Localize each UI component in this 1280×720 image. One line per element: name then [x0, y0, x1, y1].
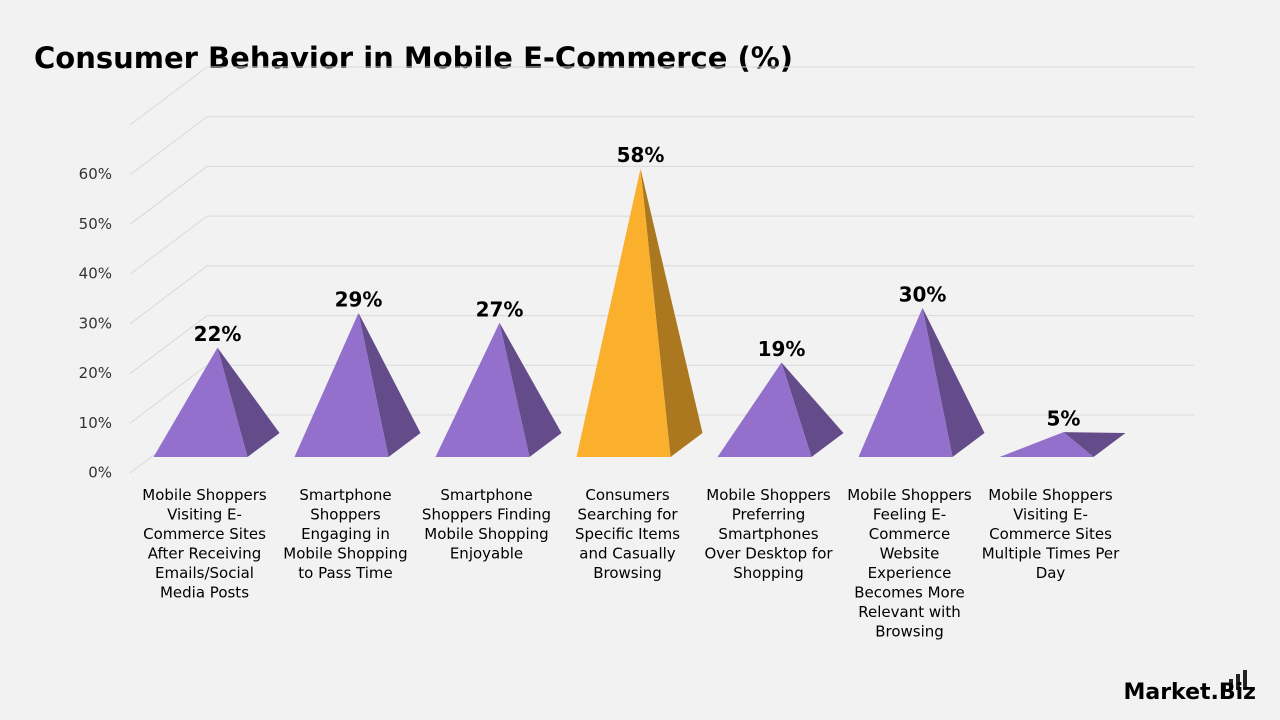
pyramid: [717, 362, 844, 457]
x-tick-label: Mobile Shoppers Visiting E-Commerce Sites…: [142, 486, 267, 602]
x-tick-label: Mobile Shoppers Preferring Smartphones Over…: [704, 486, 833, 582]
x-tick-label: Smartphone Shoppers Engaging in Mobile Shop…: [283, 486, 407, 582]
pyramid-side: [922, 307, 985, 457]
pyramid: [435, 322, 562, 457]
pyramid-front: [294, 312, 389, 457]
value-label: 19%: [758, 337, 806, 361]
grid-line: [129, 265, 1194, 325]
y-tick-label: 40%: [79, 265, 112, 283]
pyramid-side: [358, 312, 421, 457]
y-tick-label: 60%: [79, 165, 112, 183]
pyramid: [294, 312, 421, 457]
grid-line: [129, 116, 1194, 176]
grid-line: [129, 165, 1194, 225]
pyramid-side: [1063, 432, 1126, 457]
pyramid: [153, 347, 280, 457]
logo-icon: [1222, 670, 1247, 690]
value-label: 58%: [617, 143, 665, 167]
y-tick-label: 30%: [79, 314, 112, 332]
pyramid-front: [576, 168, 671, 457]
pyramid-side: [499, 322, 562, 457]
x-tick-label: Mobile Shoppers Feeling E-Commerce Website…: [847, 486, 972, 641]
grid-line: [129, 315, 1194, 374]
pyramid-side: [781, 362, 844, 457]
value-label: 5%: [1047, 407, 1081, 431]
y-tick-label: 10%: [79, 414, 112, 432]
pyramid-front: [435, 322, 530, 457]
logo: Market.Biz: [1123, 680, 1256, 705]
pyramid-front: [999, 432, 1094, 457]
y-tick-label: 0%: [88, 464, 112, 482]
pyramid-side: [217, 347, 280, 457]
pyramid: [576, 168, 703, 457]
y-tick-label: 20%: [79, 364, 112, 382]
pyramid-front: [153, 347, 248, 457]
y-tick-label: 50%: [79, 215, 112, 233]
pyramid: [858, 307, 985, 457]
x-tick-label: Smartphone Shoppers Finding Mobile Shoppin…: [422, 486, 551, 563]
x-tick-label: Consumers Searching for Specific Items and …: [575, 486, 680, 582]
value-label: 29%: [335, 287, 383, 311]
pyramid-side: [640, 168, 703, 457]
pyramid-front: [717, 362, 812, 457]
grid-line: [129, 66, 1194, 126]
value-label: 22%: [194, 322, 242, 346]
value-label: 30%: [899, 282, 947, 306]
value-label: 27%: [476, 297, 524, 321]
chart-title: Consumer Behavior in Mobile E-Commerce (…: [34, 41, 793, 75]
pyramid-front: [858, 307, 953, 457]
grid-line: [129, 215, 1194, 275]
grid-line: [129, 364, 1194, 424]
pyramid: [999, 432, 1126, 457]
x-tick-label: Mobile Shoppers Visiting E-Commerce Sites…: [982, 486, 1120, 582]
